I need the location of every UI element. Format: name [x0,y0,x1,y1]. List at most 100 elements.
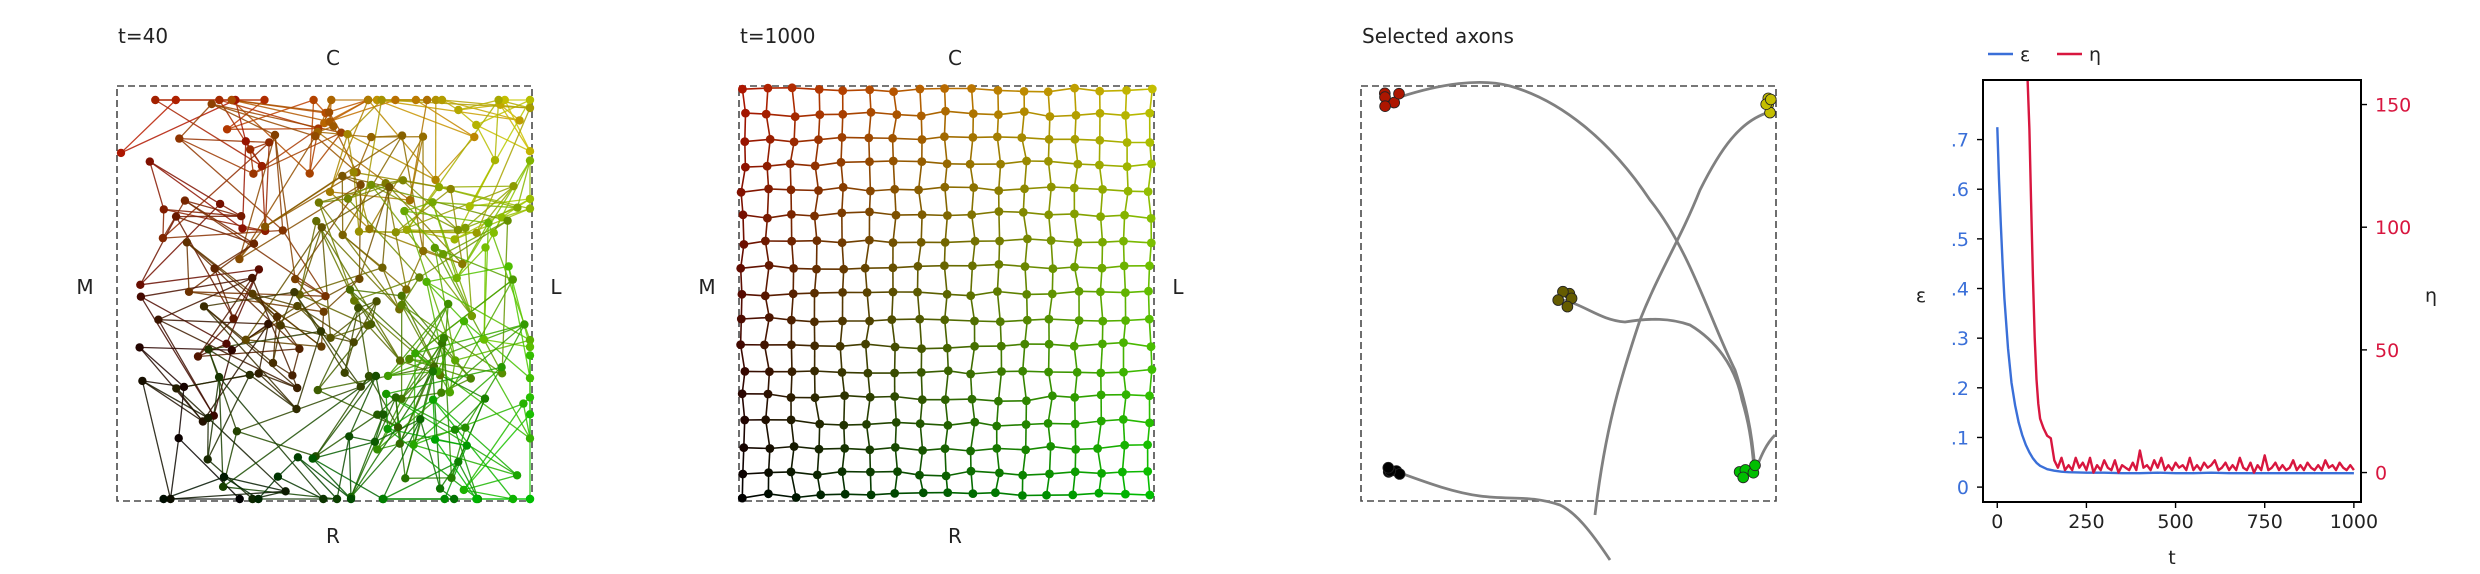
network-node [440,494,449,504]
network-edge [371,134,403,138]
grid-node [790,112,800,122]
grid-edge [1021,371,1028,401]
grid-edge [919,474,947,477]
grid-edge [814,320,843,323]
grid-node [810,366,819,376]
network-node [513,203,522,212]
grid-node [810,288,819,298]
grid-edge [1073,397,1076,425]
grid-node [1145,490,1155,500]
grid-edge [841,242,845,270]
network-node [497,363,506,372]
network-edge [178,103,213,140]
network-node [319,307,328,316]
grid-edge [764,419,771,449]
grid-node [762,161,772,171]
network-edge [169,438,180,500]
grid-node [890,443,900,452]
grid-edge [1024,238,1029,267]
grid-node [866,490,876,500]
grid-edge [944,319,975,322]
grid-node [970,417,980,427]
network-node [332,494,342,504]
network-edge [277,456,299,478]
network-node [241,137,250,146]
network-node [467,311,477,321]
network-edge [317,131,411,201]
label-right: L [1172,275,1184,299]
grid-edge [894,395,923,401]
network-edge [218,377,224,487]
grid-node [892,110,902,119]
network-node [508,275,517,284]
grid-edge [997,371,1003,402]
left-tick-label: .4 [1951,279,1969,301]
grid-edge [790,471,818,476]
network-node [343,130,352,139]
network-node [308,454,317,463]
network-edge [184,199,242,217]
network-edge [211,103,276,136]
grid-node [1043,419,1053,428]
grid-node [968,489,978,498]
network-edge [476,107,531,234]
network-node [454,105,463,115]
grid-edge [1123,265,1127,293]
grid-node [787,83,797,93]
axon-path [1391,468,1612,561]
grid-edge [1022,473,1050,476]
network-edge [434,247,514,281]
network-node [207,99,216,109]
grid-edge [790,189,819,192]
network-node [317,342,326,351]
grid-edge [1148,319,1152,347]
network-node [314,198,324,207]
grid-node [736,187,746,197]
x-tick-label: 750 [2247,511,2283,533]
grid-node [918,488,928,498]
network-node [367,132,376,142]
right-tick-label: 50 [2375,340,2399,362]
network-node [391,393,400,402]
network-node [444,299,453,309]
right-tick-label: 0 [2375,463,2387,485]
grid-node [810,211,819,221]
grid-node [765,367,774,377]
network-edge [494,99,500,161]
grid-edge [1147,291,1151,320]
grid-node [838,288,847,297]
network-edge [387,399,434,430]
network-edge [258,323,269,374]
network-edge [251,277,294,376]
grid-edge [791,87,796,117]
axon-terminal [1552,294,1564,306]
grid-edge [790,419,820,425]
network-edge [299,294,369,326]
network-node [525,103,535,113]
left-axis-label: ε [1916,285,1926,307]
network-node [338,171,347,181]
grid-edge [919,423,924,451]
grid-node [915,470,924,480]
grid-edge [1073,213,1079,243]
grid-edge [970,290,998,297]
network-edge [432,399,518,476]
grid-edge [766,188,770,219]
grid-edge [996,447,1026,451]
grid-edge [893,88,920,93]
grid-node [736,340,745,350]
grid-edge [1074,343,1103,347]
panel-selected-axons: Selected axons [1360,24,1777,561]
grid-node [764,313,774,322]
network-node [484,218,493,228]
grid-node [1045,112,1055,121]
network-node [465,202,474,211]
network-edge [395,188,452,233]
network-node [338,230,347,240]
network-edge [371,184,508,222]
grid-edge [790,344,793,372]
x-tick-label: 500 [2157,511,2193,533]
grid-node [815,110,825,119]
network-node [437,388,446,397]
network-edge [178,437,241,500]
